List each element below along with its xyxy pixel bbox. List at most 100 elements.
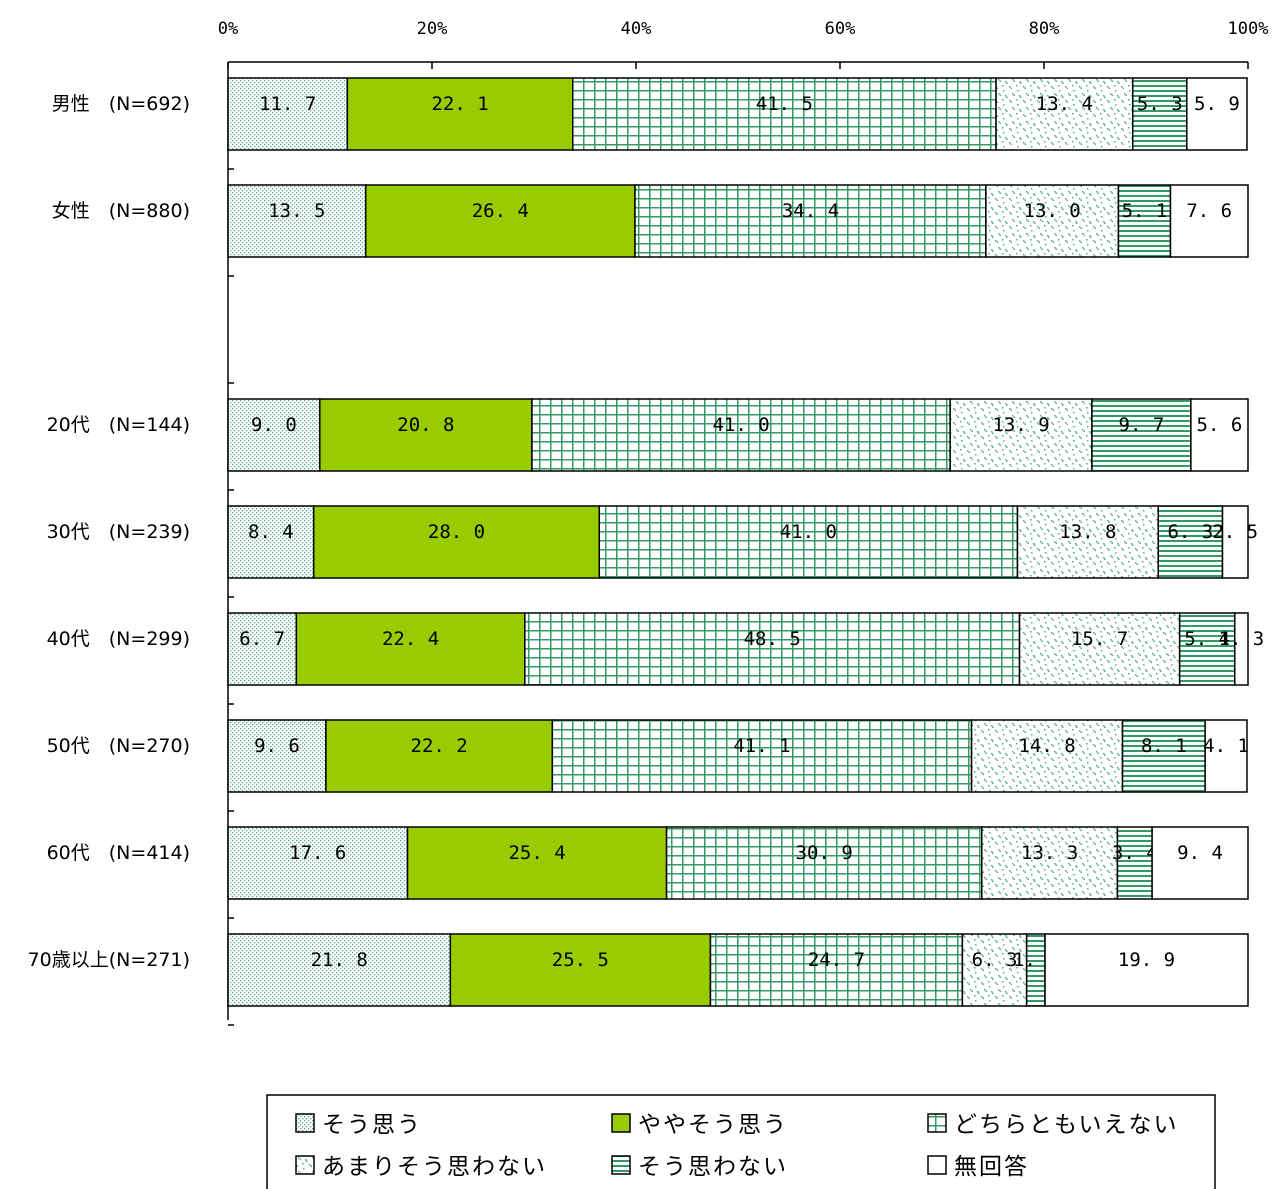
data-label: 34. 4	[782, 200, 839, 222]
legend-swatch	[611, 1113, 631, 1133]
data-label: 22. 2	[411, 735, 468, 757]
x-tick-label: 40%	[621, 19, 652, 39]
data-label: 13. 9	[992, 414, 1049, 436]
category-label: 40代 (N=299)	[47, 628, 190, 650]
bar-segment	[551, 719, 973, 793]
bar-segment	[709, 933, 964, 1007]
data-label: 13. 4	[1036, 93, 1093, 115]
data-label: 9. 6	[254, 735, 300, 757]
data-label: 21. 8	[311, 949, 368, 971]
bar-segment	[227, 933, 452, 1007]
bar-segment	[1016, 505, 1159, 579]
data-label: 2. 5	[1212, 521, 1258, 543]
data-label: 13. 0	[1024, 200, 1081, 222]
bar-segment	[1178, 612, 1236, 686]
bar-segment	[406, 826, 668, 900]
legend-label: あまりそう思わない	[322, 1154, 547, 1180]
data-label: 17. 6	[289, 842, 346, 864]
bar-segment	[227, 398, 321, 472]
data-label: 30. 9	[796, 842, 853, 864]
data-label: 6. 7	[239, 628, 285, 650]
category-label: 50代 (N=270)	[47, 735, 190, 757]
data-label: 8. 4	[248, 521, 294, 543]
data-label: 26. 4	[472, 200, 529, 222]
data-label: 9. 4	[1177, 842, 1223, 864]
bar-segment	[1186, 77, 1248, 151]
bar-segment	[524, 612, 1021, 686]
category-label: 70歳以上(N=271)	[28, 949, 190, 971]
data-label: 5. 1	[1122, 200, 1168, 222]
x-tick-label: 60%	[825, 19, 856, 39]
bar-segment	[1044, 933, 1249, 1007]
bar-segment	[1151, 826, 1249, 900]
bar-segment	[227, 719, 327, 793]
data-label: 1. 3	[1218, 628, 1264, 650]
bar-segment	[1221, 505, 1249, 579]
x-tick-label: 0%	[218, 19, 238, 39]
data-label: 22. 1	[431, 93, 488, 115]
bar-segment	[634, 184, 987, 258]
row-labels: 男性 (N=692) 女性 (N=880) 20代 (N=144) 30代 (N=23…	[28, 93, 190, 971]
legend-label: そう思う	[322, 1112, 422, 1138]
x-tick-label: 100%	[1228, 19, 1269, 39]
data-label: 8. 1	[1141, 735, 1187, 757]
legend-swatch	[295, 1113, 315, 1133]
bar-segment	[1131, 77, 1188, 151]
bar-segment	[346, 77, 574, 151]
data-label: 13. 3	[1021, 842, 1078, 864]
bar-segment	[449, 933, 712, 1007]
data-label: 24. 7	[808, 949, 865, 971]
bars: 11. 7 22. 1 41. 5 13. 4 5. 3 5. 9 13. 5 26. 4 34…	[227, 77, 1264, 1007]
data-label: 13. 8	[1059, 521, 1116, 543]
bar-segment	[572, 77, 997, 151]
data-label: 7. 6	[1186, 200, 1232, 222]
bar-segment	[364, 184, 636, 258]
data-label: 20. 8	[397, 414, 454, 436]
data-label: 28. 0	[428, 521, 485, 543]
bar-segment	[981, 826, 1119, 900]
data-label: 25. 5	[552, 949, 609, 971]
bar-segment	[319, 398, 533, 472]
data-label: 14. 8	[1018, 735, 1075, 757]
bar-segment	[1233, 612, 1249, 686]
data-label: 5. 3	[1137, 93, 1183, 115]
bar-segment	[598, 505, 1019, 579]
x-tick-label: 20%	[417, 19, 448, 39]
data-label: 41. 5	[756, 93, 813, 115]
category-label: 女性 (N=880)	[52, 200, 190, 222]
bar-segment	[1169, 184, 1249, 258]
bar-segment	[295, 612, 526, 686]
bar-segment	[531, 398, 951, 472]
bar-segment	[312, 505, 601, 579]
data-label: 11. 7	[259, 93, 316, 115]
bar-segment	[1157, 505, 1224, 579]
legend-label: どちらともいえない	[954, 1112, 1179, 1138]
bar-segment	[227, 612, 298, 686]
bar-segment	[1121, 719, 1206, 793]
legend-label: 無回答	[954, 1154, 1029, 1180]
category-label: 60代 (N=414)	[47, 842, 190, 864]
bar-segment	[227, 184, 367, 258]
data-label: 6. 3	[972, 949, 1018, 971]
data-label: 48. 5	[744, 628, 801, 650]
data-label: 4. 1	[1203, 735, 1249, 757]
category-label: 男性 (N=692)	[52, 93, 190, 115]
category-label: 20代 (N=144)	[47, 414, 190, 436]
legend-label: そう思わない	[638, 1154, 788, 1180]
legend-swatch	[611, 1155, 631, 1175]
bar-segment	[1117, 184, 1172, 258]
bar-segment	[665, 826, 983, 900]
data-label: 25. 4	[508, 842, 565, 864]
bar-segment	[227, 826, 409, 900]
data-label: 9. 0	[251, 414, 297, 436]
legend-box	[266, 1094, 1216, 1189]
bar-segment	[1190, 398, 1249, 472]
data-label: 41. 0	[780, 521, 837, 543]
bar-segment	[995, 77, 1134, 151]
bar-segment	[1091, 398, 1192, 472]
legend-swatch	[927, 1155, 947, 1175]
bar-segment	[985, 184, 1120, 258]
data-label: 5. 6	[1197, 414, 1243, 436]
